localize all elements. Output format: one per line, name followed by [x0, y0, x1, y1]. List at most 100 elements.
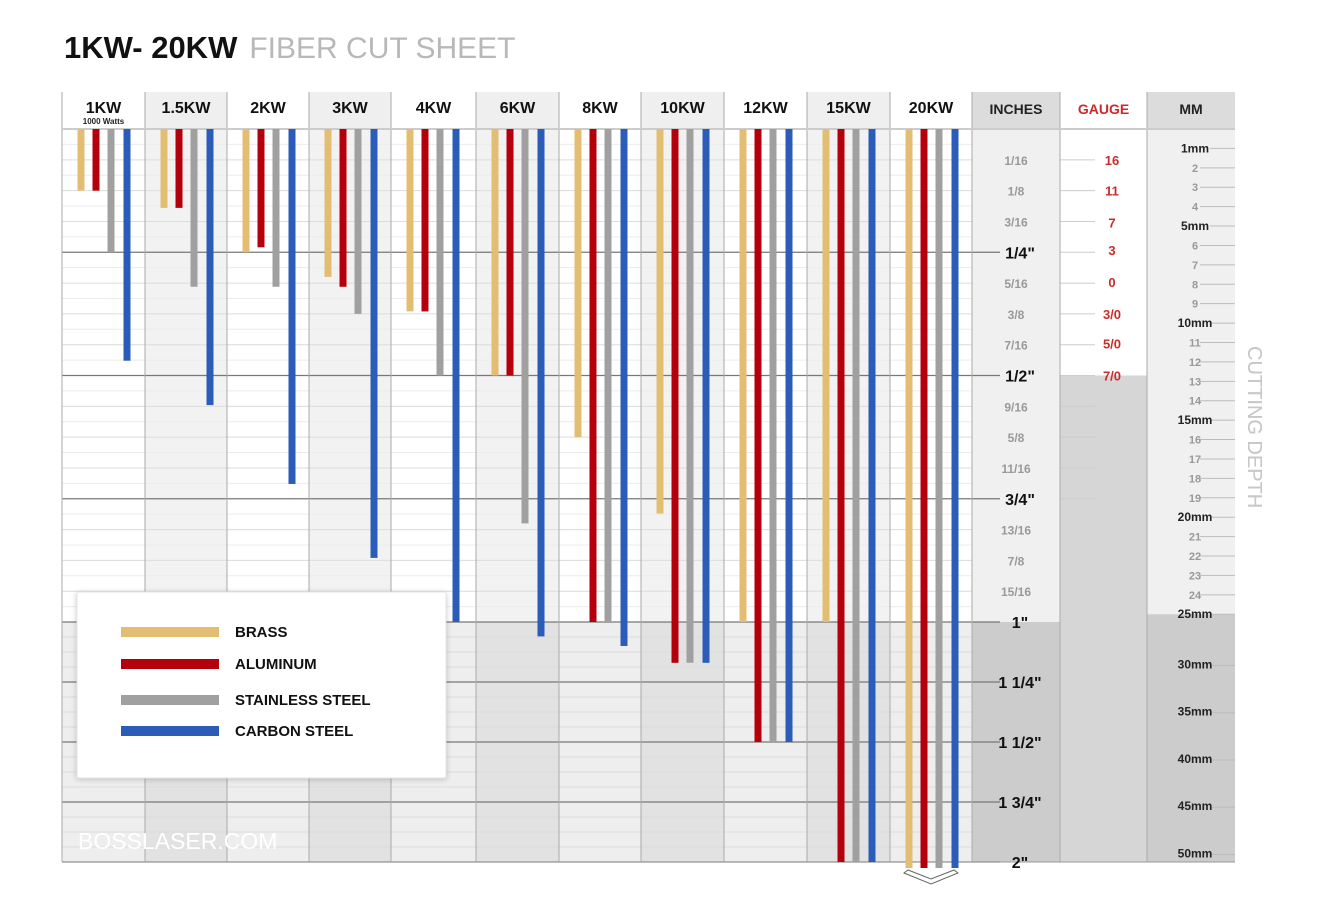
bar-carbon-steel-20kw	[951, 129, 959, 868]
bar-stainless-steel-1.5kw	[190, 129, 198, 287]
bar-brass-3kw	[324, 129, 332, 277]
column-header-bg	[391, 92, 476, 129]
legend-label: STAINLESS STEEL	[235, 692, 371, 709]
bar-brass-6kw	[491, 129, 499, 376]
inches-major-label: 1"	[1012, 615, 1028, 632]
bar-aluminum-4kw	[421, 129, 429, 312]
mm-tick-label: 24	[1189, 590, 1202, 602]
bar-stainless-steel-8kw	[604, 129, 612, 622]
mm-tick-label: 11	[1189, 338, 1201, 350]
y-axis-label: CUTTING DEPTH	[1243, 346, 1265, 508]
column-header: 1.5KW	[162, 100, 212, 117]
legend-swatch	[121, 627, 219, 637]
mm-tick-label: 18	[1189, 473, 1201, 485]
column-header: 8KW	[582, 100, 618, 117]
column-header: 20KW	[909, 100, 954, 117]
mm-bg	[1147, 129, 1235, 615]
inches-header: INCHES	[990, 101, 1043, 117]
bar-stainless-steel-15kw	[852, 129, 860, 862]
bar-stainless-steel-1kw	[107, 129, 115, 253]
gauge-tick-label: 0	[1108, 275, 1115, 290]
mm-tick-label: 5mm	[1181, 219, 1209, 233]
mm-tick-label: 14	[1189, 396, 1202, 408]
bar-stainless-steel-3kw	[354, 129, 362, 314]
column-header: 10KW	[660, 100, 705, 117]
bar-aluminum-12kw	[754, 129, 762, 742]
mm-tick-label: 1mm	[1181, 141, 1209, 155]
mm-tick-label: 3	[1192, 182, 1198, 194]
gauge-tick-label: 7	[1108, 216, 1115, 231]
column-header-bg	[476, 92, 559, 129]
gauge-bg	[1060, 92, 1147, 376]
bar-aluminum-2kw	[257, 129, 265, 248]
mm-tick-label: 15mm	[1178, 413, 1213, 427]
title-main: 1KW- 20KW	[64, 30, 238, 65]
bar-brass-15kw	[822, 129, 830, 622]
legend-swatch	[121, 659, 219, 669]
mm-tick-label: 20mm	[1178, 510, 1213, 524]
cutting-depth-label: CUTTING DEPTH	[1243, 346, 1265, 508]
inches-tick-label: 5/16	[1004, 277, 1028, 291]
mm-tick-label: 6	[1192, 240, 1198, 252]
bar-carbon-steel-12kw	[785, 129, 793, 742]
bar-aluminum-8kw	[589, 129, 597, 622]
column-header-bg	[227, 92, 309, 129]
mm-tick-label: 35mm	[1178, 705, 1213, 719]
inches-major-label: 1/2"	[1005, 369, 1035, 386]
column-header: 12KW	[743, 100, 788, 117]
column-header: 2KW	[250, 100, 286, 117]
mm-tick-label: 8	[1192, 279, 1198, 291]
bar-carbon-steel-2kw	[288, 129, 296, 484]
column-header: 3KW	[332, 100, 368, 117]
bar-carbon-steel-8kw	[620, 129, 628, 646]
legend: BRASS ALUMINUM STAINLESS STEEL CARBON STEEL	[76, 591, 447, 779]
inches-major-label: 3/4"	[1005, 492, 1035, 509]
mm-tick-label: 19	[1189, 493, 1201, 505]
inches-major-label: 1/4"	[1005, 245, 1035, 262]
bar-aluminum-15kw	[837, 129, 845, 862]
bar-aluminum-3kw	[339, 129, 347, 287]
mm-header-bg	[1147, 92, 1235, 129]
mm-header: MM	[1179, 101, 1202, 117]
legend-label: BRASS	[235, 624, 288, 641]
inches-major-label: 1 3/4"	[998, 795, 1041, 812]
column-header-bg	[309, 92, 391, 129]
column-header-bg	[890, 92, 972, 129]
column-header: 4KW	[416, 100, 452, 117]
bar-carbon-steel-4kw	[452, 129, 460, 622]
bar-stainless-steel-2kw	[272, 129, 280, 287]
mm-tick-label: 23	[1189, 570, 1201, 582]
inches-tick-label: 3/8	[1008, 308, 1025, 322]
chevron-down-icon	[902, 869, 960, 885]
mm-tick-label: 12	[1189, 357, 1201, 369]
gauge-tick-label: 5/0	[1103, 336, 1121, 351]
inches-tick-label: 7/8	[1008, 554, 1025, 568]
mm-tick-label: 21	[1189, 532, 1201, 544]
bar-aluminum-1.5kw	[175, 129, 183, 208]
legend-label: ALUMINUM	[235, 656, 317, 673]
gauge-tick-label: 16	[1105, 153, 1119, 168]
mm-tick-label: 40mm	[1178, 752, 1213, 766]
legend-swatch	[121, 695, 219, 705]
bar-carbon-steel-3kw	[370, 129, 378, 558]
bar-stainless-steel-4kw	[436, 129, 444, 376]
bar-brass-4kw	[406, 129, 414, 312]
column-header-bg	[62, 92, 145, 129]
inches-tick-label: 5/8	[1008, 431, 1025, 445]
column-header-bg	[724, 92, 807, 129]
column-header-bg	[559, 92, 641, 129]
bar-brass-1kw	[77, 129, 85, 191]
inches-tick-label: 11/16	[1001, 462, 1031, 476]
column-sublabel: 1000 Watts	[83, 117, 125, 126]
title-subtitle: FIBER CUT SHEET	[249, 32, 516, 65]
mm-tick-label: 16	[1189, 435, 1201, 447]
bar-carbon-steel-15kw	[868, 129, 876, 862]
legend-swatch	[121, 726, 219, 736]
mm-tick-label: 22	[1189, 551, 1201, 563]
mm-tick-label: 10mm	[1178, 316, 1213, 330]
mm-tick-label: 9	[1192, 299, 1198, 311]
bar-stainless-steel-10kw	[686, 129, 694, 663]
gauge-bg-lower	[1060, 375, 1147, 862]
bar-stainless-steel-12kw	[769, 129, 777, 742]
mm-tick-label: 45mm	[1178, 799, 1213, 813]
